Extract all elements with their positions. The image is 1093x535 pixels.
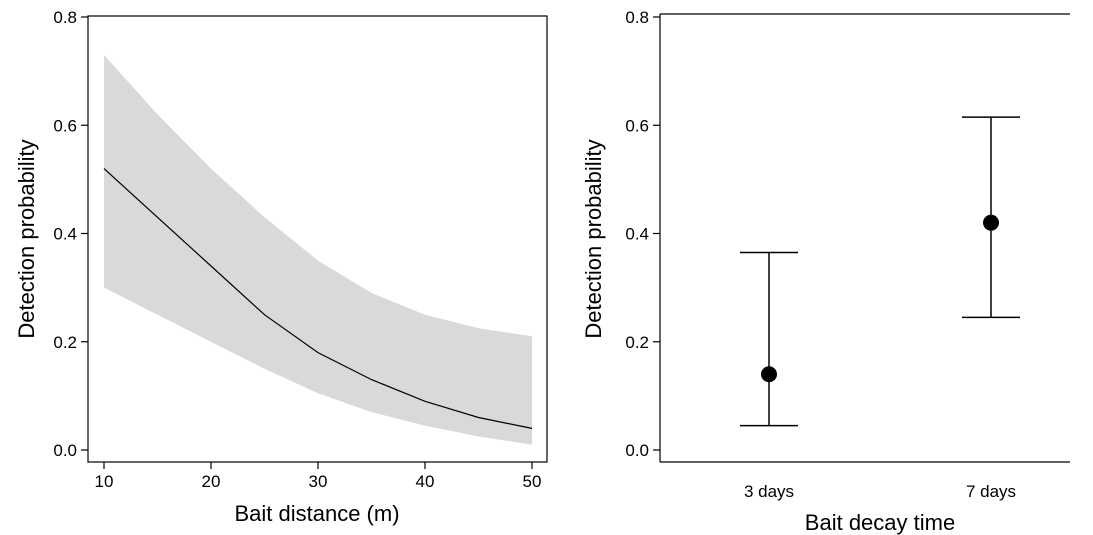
right-x-axis: 3 days 7 days bbox=[744, 482, 1016, 501]
left-x-axis-title: Bait distance (m) bbox=[234, 501, 399, 526]
right-y-axis: 0.0 0.2 0.4 0.6 0.8 bbox=[625, 8, 660, 460]
y-tick-label: 0.2 bbox=[53, 333, 77, 352]
right-plot-area bbox=[740, 116, 1020, 427]
x-tick-label: 50 bbox=[523, 472, 542, 491]
x-tick-label: 40 bbox=[416, 472, 435, 491]
error-bar-group bbox=[962, 116, 1020, 319]
panel-bait-distance: 0.0 0.2 0.4 0.6 0.8 10 20 30 40 50 Bait distance… bbox=[14, 8, 548, 526]
y-tick-label: 0.2 bbox=[625, 333, 649, 352]
left-y-axis-title: Detection probability bbox=[14, 139, 39, 338]
panel-bait-decay: 0.0 0.2 0.4 0.6 0.8 3 days 7 days Bait decay … bbox=[581, 8, 1070, 535]
error-bar-group bbox=[740, 251, 798, 427]
estimate-point bbox=[761, 366, 777, 383]
y-tick-label: 0.6 bbox=[53, 116, 77, 135]
estimate-point bbox=[983, 214, 999, 231]
y-tick-label: 0.4 bbox=[625, 225, 649, 244]
y-tick-label: 0.0 bbox=[625, 441, 649, 460]
y-tick-label: 0.4 bbox=[53, 225, 77, 244]
left-y-axis: 0.0 0.2 0.4 0.6 0.8 bbox=[53, 8, 88, 460]
x-tick-label: 30 bbox=[309, 472, 328, 491]
y-tick-label: 0.0 bbox=[53, 441, 77, 460]
left-x-axis: 10 20 30 40 50 bbox=[95, 462, 542, 491]
x-tick-label: 20 bbox=[202, 472, 221, 491]
y-tick-label: 0.8 bbox=[625, 8, 649, 27]
x-tick-label: 10 bbox=[95, 472, 114, 491]
y-tick-label: 0.8 bbox=[53, 8, 77, 27]
x-category-label: 3 days bbox=[744, 482, 794, 501]
right-x-axis-title: Bait decay time bbox=[805, 510, 955, 535]
fitted-line bbox=[103, 168, 533, 429]
right-y-axis-title: Detection probability bbox=[581, 139, 606, 338]
y-tick-label: 0.6 bbox=[625, 116, 649, 135]
x-category-label: 7 days bbox=[966, 482, 1016, 501]
left-plot-area bbox=[103, 54, 533, 445]
confidence-band bbox=[104, 54, 532, 445]
